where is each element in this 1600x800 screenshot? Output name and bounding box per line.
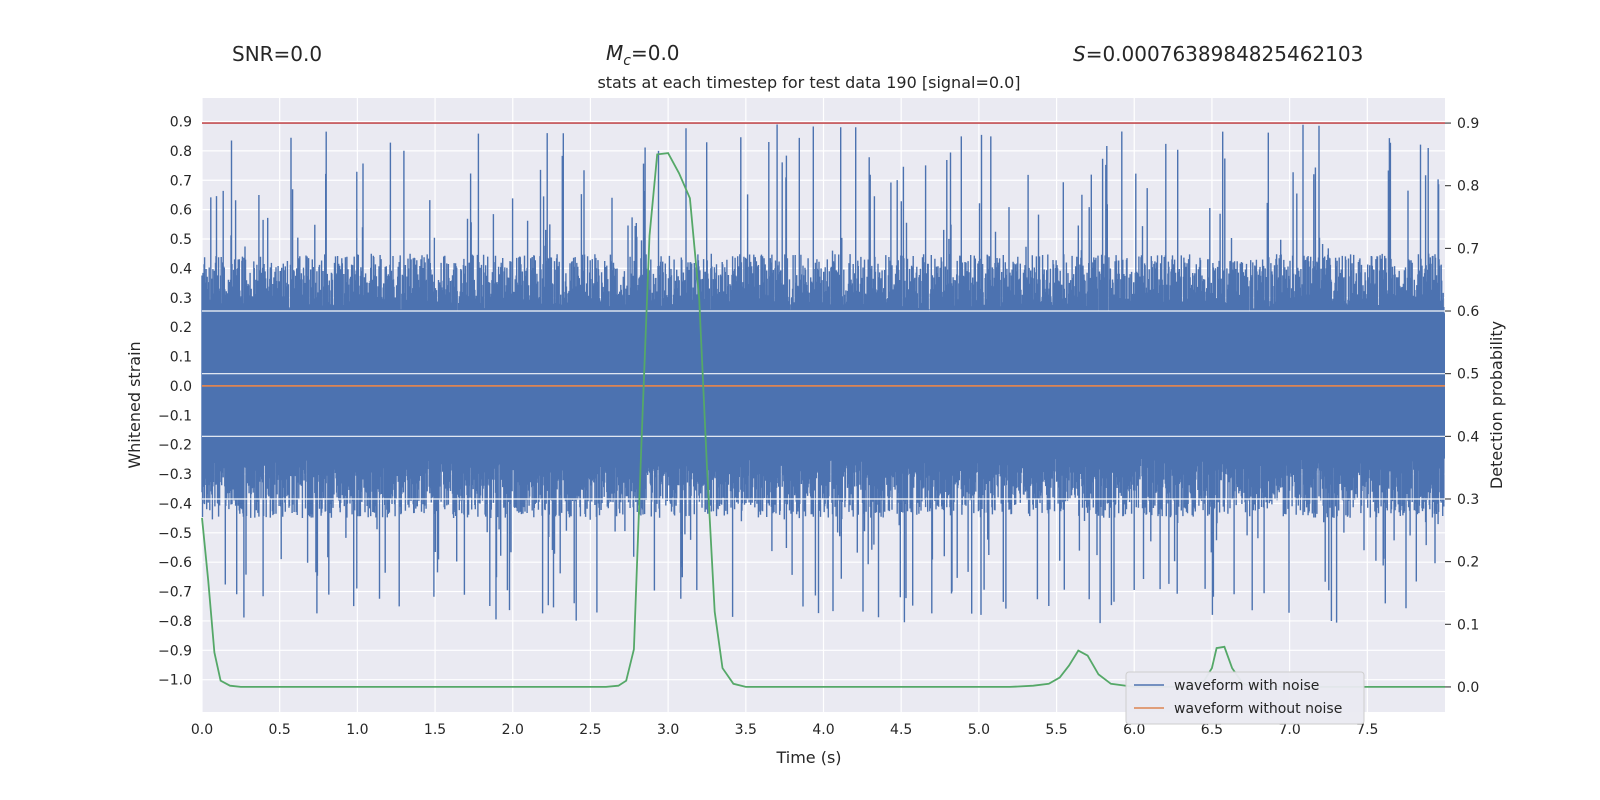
chirp-mass-stat: Mc=0.0: [606, 41, 680, 69]
y-tick-label: −0.1: [158, 408, 192, 424]
y2-tick-label: 0.7: [1457, 241, 1479, 257]
y2-tick-label: 0.3: [1457, 492, 1479, 508]
x-tick-label: 0.5: [269, 722, 291, 738]
mc-value: =0.0: [631, 41, 680, 65]
y-tick-label: 0.4: [170, 261, 192, 277]
y2-tick-label: 0.0: [1457, 680, 1479, 696]
y-tick-label: 0.7: [170, 173, 192, 189]
snr-stat: SNR=0.0: [232, 42, 322, 66]
y2-tick-label: 0.2: [1457, 555, 1479, 571]
y-tick-label: −0.3: [158, 467, 192, 483]
x-tick-label: 2.0: [502, 722, 524, 738]
tick-labels: 0.0 0.5 1.0 1.5 2.0 2.5 3.0 3.5 4.0 4.5 5.0 5.5 6.0 6…: [158, 115, 1479, 738]
chart-title: stats at each timestep for test data 190…: [597, 73, 1020, 92]
y-tick-label: −0.9: [158, 643, 192, 659]
x-tick-label: 4.5: [890, 722, 912, 738]
x-axis-label: Time (s): [775, 748, 841, 767]
x-tick-label: 6.5: [1201, 722, 1223, 738]
x-tick-label: 5.5: [1045, 722, 1067, 738]
mc-subscript: c: [623, 53, 631, 69]
x-tick-label: 0.0: [191, 722, 213, 738]
y-tick-label: 0.9: [170, 115, 192, 131]
legend-label-noise: waveform with noise: [1174, 678, 1319, 694]
x-tick-label: 3.5: [735, 722, 757, 738]
y-tick-label: 0.0: [170, 379, 192, 395]
y-tick-label: −0.7: [158, 585, 192, 601]
y2-axis-label: Detection probability: [1487, 321, 1506, 489]
y-tick-label: −0.2: [158, 438, 192, 454]
x-tick-label: 7.5: [1356, 722, 1378, 738]
x-tick-label: 1.5: [424, 722, 446, 738]
y2-tick-label: 0.5: [1457, 367, 1479, 383]
x-tick-label: 3.0: [657, 722, 679, 738]
y-tick-label: 0.5: [170, 232, 192, 248]
x-tick-label: 6.0: [1123, 722, 1145, 738]
y-axis-label: Whitened strain: [125, 341, 144, 468]
legend-label-clean: waveform without noise: [1174, 701, 1342, 717]
legend-box: [1125, 671, 1365, 725]
legend: waveform with noise waveform without noi…: [1125, 671, 1365, 725]
x-tick-label: 5.0: [968, 722, 990, 738]
mc-symbol: M: [606, 41, 623, 65]
y-tick-label: −0.5: [158, 526, 192, 542]
x-tick-label: 2.5: [579, 722, 601, 738]
y-tick-label: 0.2: [170, 320, 192, 336]
y-tick-label: 0.1: [170, 350, 192, 366]
x-tick-label: 4.0: [812, 722, 834, 738]
y-tick-label: 0.3: [170, 291, 192, 307]
y-tick-label: −0.4: [158, 496, 192, 512]
x-tick-label: 1.0: [346, 722, 368, 738]
y2-tick-label: 0.4: [1457, 429, 1479, 445]
y-tick-label: −0.6: [158, 555, 192, 571]
s-symbol: S: [1073, 42, 1086, 66]
y-tick-label: −0.8: [158, 614, 192, 630]
s-value: =0.0007638984825462103: [1086, 42, 1364, 66]
y-tick-label: 0.8: [170, 144, 192, 160]
y-tick-label: −1.0: [158, 673, 192, 689]
s-stat: S=0.0007638984825462103: [1073, 42, 1363, 66]
y-tick-label: 0.6: [170, 203, 192, 219]
x-tick-label: 7.0: [1278, 722, 1300, 738]
y2-tick-label: 0.9: [1457, 116, 1479, 132]
y2-tick-label: 0.8: [1457, 179, 1479, 195]
y2-tick-label: 0.1: [1457, 617, 1479, 633]
y2-tick-label: 0.6: [1457, 304, 1479, 320]
